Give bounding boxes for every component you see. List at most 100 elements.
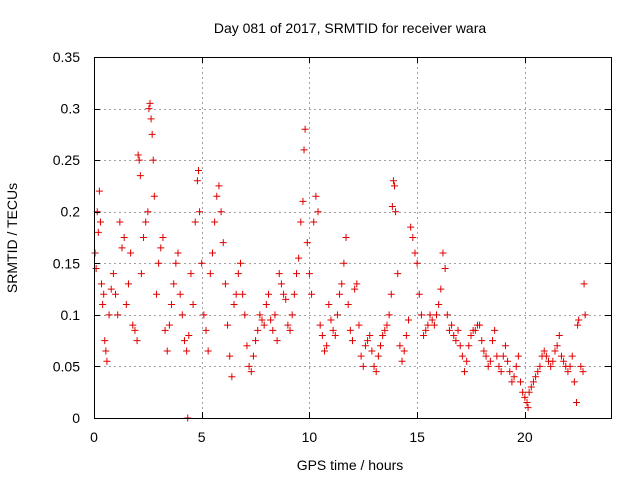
data-point [236, 259, 244, 267]
data-point [581, 311, 589, 319]
data-point [264, 290, 272, 298]
tick-labels: 0 5 10 15 20 0 0.05 0.1 0.15 0.2 0.25 0.3 0.35 [53, 49, 533, 445]
data-point [239, 290, 247, 298]
data-point [580, 280, 588, 288]
data-point [547, 362, 555, 370]
data-point [196, 208, 204, 216]
data-point [284, 321, 292, 329]
data-point [542, 352, 550, 360]
data-point [170, 280, 178, 288]
data-point [234, 270, 242, 278]
data-point [527, 383, 535, 391]
data-point [118, 244, 126, 252]
data-point [105, 311, 113, 319]
data-point [260, 321, 268, 329]
data-point [388, 203, 396, 211]
y-axis-label: SRMTID / TECUs [4, 183, 20, 293]
data-point [512, 362, 520, 370]
data-point [226, 352, 234, 360]
data-point [521, 393, 529, 401]
data-point [102, 347, 110, 355]
data-point [159, 234, 167, 241]
data-point [454, 326, 462, 334]
data-point [109, 270, 117, 278]
data-point [245, 362, 253, 370]
data-point [450, 331, 458, 339]
data-point [340, 259, 348, 267]
data-point [346, 326, 354, 334]
data-point [357, 352, 365, 360]
data-point [258, 316, 266, 324]
data-point [514, 352, 522, 360]
data-point [497, 368, 505, 376]
data-point [180, 337, 188, 345]
chart-title: Day 081 of 2017, SRMTID for receiver war… [214, 20, 487, 36]
data-point [262, 301, 270, 309]
data-point [575, 316, 583, 324]
data-point [508, 378, 516, 386]
data-point [344, 301, 352, 309]
data-point [183, 347, 191, 355]
data-point [194, 166, 202, 174]
data-point [463, 357, 471, 365]
data-point [144, 208, 152, 216]
data-point [394, 270, 402, 278]
data-point [155, 259, 163, 267]
data-point [489, 337, 497, 345]
data-point [553, 342, 561, 350]
data-point [534, 368, 542, 376]
data-point [392, 208, 400, 216]
data-point [370, 362, 378, 370]
data-point [142, 218, 150, 226]
data-point [101, 337, 109, 345]
data-point [135, 156, 143, 164]
x-tick-label: 15 [409, 429, 425, 445]
x-tick-label: 5 [198, 429, 206, 445]
data-point [443, 311, 451, 319]
data-point [517, 378, 525, 386]
data-point [349, 337, 356, 345]
data-point [385, 311, 393, 319]
data-point [116, 218, 124, 226]
data-point [127, 249, 135, 257]
data-point [208, 249, 216, 257]
data-point [579, 368, 587, 376]
data-point [342, 234, 350, 241]
data-point [120, 234, 128, 241]
data-point [327, 316, 335, 324]
y-tick-label: 0.35 [53, 49, 80, 65]
data-point [243, 342, 251, 350]
data-point [351, 285, 359, 293]
data-point [501, 342, 509, 350]
data-point [282, 295, 290, 303]
data-point [215, 182, 223, 190]
y-tick-label: 0.05 [53, 358, 80, 374]
data-point [420, 331, 428, 339]
axis-ticks [94, 57, 611, 419]
data-point [495, 362, 503, 370]
data-point [131, 326, 139, 334]
data-point [168, 301, 176, 309]
data-point [174, 249, 182, 257]
data-point [570, 378, 578, 386]
data-point [305, 270, 313, 278]
data-point [232, 290, 240, 298]
data-point [312, 192, 320, 200]
y-tick-label: 0.1 [61, 307, 81, 323]
data-point [551, 347, 559, 355]
data-point [133, 337, 141, 345]
data-point [185, 331, 193, 339]
data-point [228, 373, 236, 381]
data-point [280, 290, 288, 298]
data-point [482, 352, 490, 360]
data-point [372, 368, 380, 376]
data-point [387, 290, 395, 298]
data-point [383, 321, 391, 329]
data-point [292, 270, 300, 278]
data-point [364, 337, 372, 345]
data-point [540, 347, 548, 355]
data-point [480, 347, 488, 355]
data-point [99, 301, 107, 309]
data-point [103, 357, 111, 365]
